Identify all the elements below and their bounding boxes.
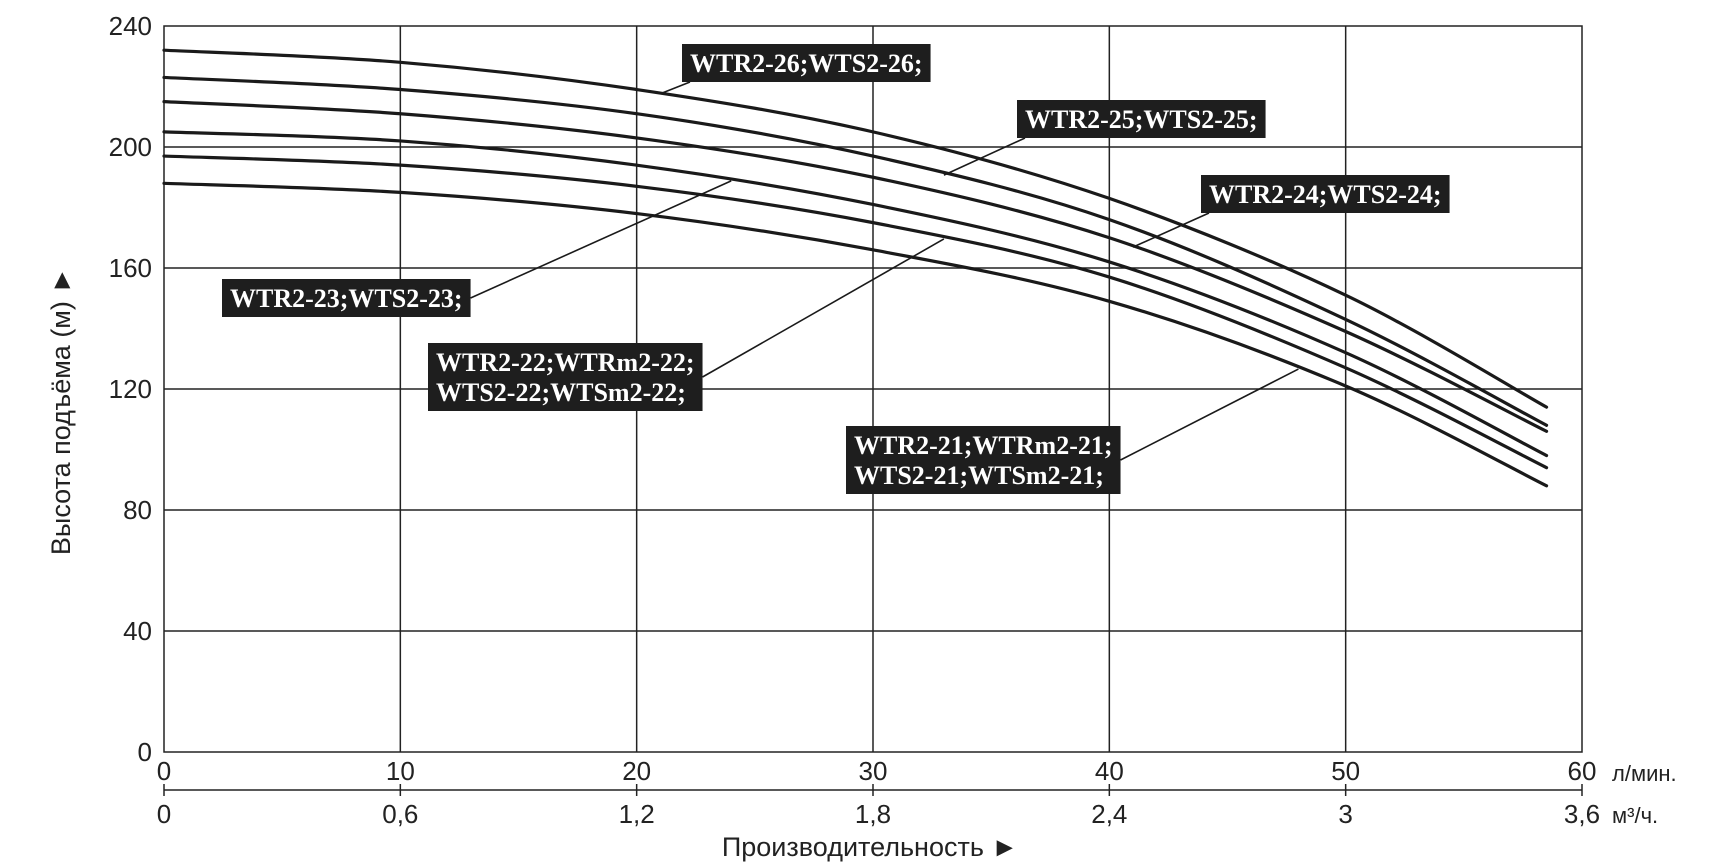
leader-line-5	[702, 238, 945, 378]
secondary-x-tick-label: 3	[1338, 799, 1352, 829]
x-axis-title: Производительность ►	[722, 832, 1018, 862]
curve-series-3	[162, 100, 1549, 433]
x-tick-label: 0	[157, 756, 171, 786]
series-label-4: WTR2-23;WTS2-23;	[222, 279, 471, 317]
x-unit-label: л/мин.	[1612, 761, 1677, 786]
performance-curves	[162, 48, 1549, 488]
leader-line-6	[1120, 368, 1299, 461]
curve-series-2	[162, 75, 1549, 427]
curve-series-5	[162, 154, 1549, 470]
series-label-background	[1201, 175, 1450, 213]
leader-line-4	[470, 180, 732, 299]
x-tick-label: 30	[859, 756, 888, 786]
x-tick-label: 50	[1331, 756, 1360, 786]
secondary-x-tick-label: 1,2	[619, 799, 655, 829]
secondary-x-tick-label: 0,6	[382, 799, 418, 829]
series-label-text: WTR2-24;WTS2-24;	[1209, 180, 1442, 209]
series-label-text: WTR2-21;WTRm2-21;	[854, 431, 1113, 460]
label-leaders	[470, 81, 1299, 461]
x-tick-label: 60	[1568, 756, 1597, 786]
x2-unit-label: м³/ч.	[1612, 803, 1658, 828]
curve-series-1	[162, 48, 1549, 409]
series-label-background	[682, 44, 931, 82]
y-tick-label: 200	[109, 132, 152, 162]
grid	[163, 25, 1583, 753]
series-label-background	[846, 426, 1121, 494]
secondary-x-tick-label: 0	[157, 799, 171, 829]
y-axis-title: Высота подъёма (м) ►	[46, 267, 76, 555]
y-tick-label: 80	[123, 495, 152, 525]
secondary-x-tick-label: 1,8	[855, 799, 891, 829]
series-label-2: WTR2-25;WTS2-25;	[1017, 100, 1266, 138]
series-label-background	[222, 279, 471, 317]
series-label-text: WTR2-25;WTS2-25;	[1025, 105, 1258, 134]
y-tick-label: 160	[109, 253, 152, 283]
series-label-text: WTR2-23;WTS2-23;	[230, 284, 463, 313]
leader-line-2	[943, 137, 1026, 176]
y-tick-label: 40	[123, 616, 152, 646]
series-label-text: WTS2-22;WTSm2-22;	[436, 378, 686, 407]
curve-series-6	[162, 181, 1549, 488]
y-tick-label: 120	[109, 374, 152, 404]
series-label-text: WTR2-26;WTS2-26;	[690, 49, 923, 78]
x-tick-label: 10	[386, 756, 415, 786]
y-tick-label: 240	[109, 11, 152, 41]
series-label-background	[1017, 100, 1266, 138]
series-label-3: WTR2-24;WTS2-24;	[1201, 175, 1450, 213]
secondary-x-tick-label: 2,4	[1091, 799, 1127, 829]
series-label-6: WTR2-21;WTRm2-21;WTS2-21;WTSm2-21;	[846, 426, 1121, 494]
curve-series-4	[162, 130, 1549, 458]
series-label-5: WTR2-22;WTRm2-22;WTS2-22;WTSm2-22;	[428, 343, 703, 411]
y-tick-label: 0	[138, 737, 152, 767]
series-label-1: WTR2-26;WTS2-26;	[682, 44, 931, 82]
series-label-text: WTS2-21;WTSm2-21;	[854, 461, 1104, 490]
axis-ticks: 0 10 20 30 40 50 60 0 40 80 120 160 200 240 0 0,6 1,2 1,8…	[109, 11, 1600, 829]
series-labels: WTR2-26;WTS2-26; WTR2-25;WTS2-25; WTR2-24;…	[222, 44, 1450, 494]
secondary-x-tick-label: 3,6	[1564, 799, 1600, 829]
leader-line-1	[660, 81, 691, 95]
series-label-background	[428, 343, 703, 411]
x-tick-label: 40	[1095, 756, 1124, 786]
x-tick-label: 20	[622, 756, 651, 786]
leader-line-3	[1132, 212, 1210, 248]
series-label-text: WTR2-22;WTRm2-22;	[436, 348, 695, 377]
